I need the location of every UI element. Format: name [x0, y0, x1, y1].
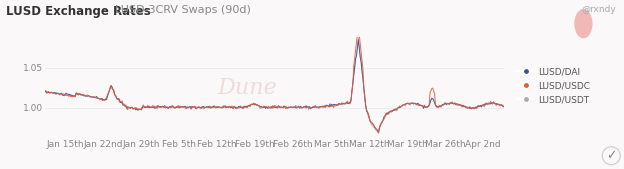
- Text: LUSD Exchange Rates: LUSD Exchange Rates: [6, 5, 151, 18]
- Text: ✓: ✓: [606, 149, 617, 162]
- Ellipse shape: [575, 10, 592, 38]
- Text: Dune: Dune: [217, 77, 276, 99]
- Text: LUSD-3CRV Swaps (90d): LUSD-3CRV Swaps (90d): [115, 5, 251, 15]
- Text: @rxndy: @rxndy: [582, 5, 617, 14]
- Legend: LUSD/DAI, LUSD/USDC, LUSD/USDT: LUSD/DAI, LUSD/USDC, LUSD/USDT: [517, 67, 590, 104]
